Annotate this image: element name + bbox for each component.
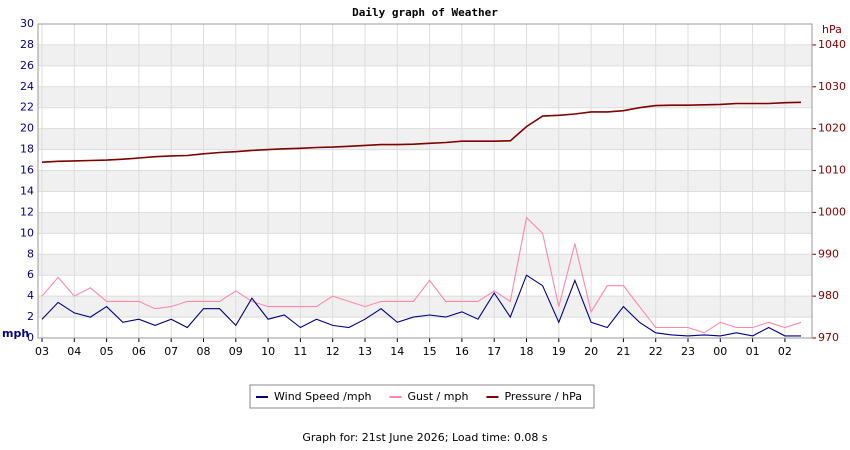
legend-label: Wind Speed /mph: [274, 390, 372, 403]
x-tick-label: 13: [358, 345, 372, 358]
band: [38, 170, 812, 192]
x-tick-label: 11: [293, 345, 307, 358]
legend-label: Pressure / hPa: [504, 390, 582, 403]
band: [38, 128, 812, 150]
y-tick-label: 28: [20, 38, 34, 51]
y-axis-label: mph: [2, 327, 29, 340]
band: [38, 296, 812, 318]
footer: Graph for: 21st June 2026; Load time: 0.…: [302, 431, 547, 444]
x-tick-label: 12: [326, 345, 340, 358]
y2-axis-label: hPa: [822, 23, 842, 36]
x-tick-label: 18: [520, 345, 534, 358]
y2-tick-label: 1030: [818, 80, 846, 93]
x-tick-label: 16: [455, 345, 469, 358]
band: [38, 212, 812, 234]
x-tick-label: 20: [584, 345, 598, 358]
y-tick-label: 4: [27, 289, 34, 302]
x-tick-label: 23: [681, 345, 695, 358]
y2-tick-label: 990: [818, 247, 839, 260]
x-tick-label: 22: [649, 345, 663, 358]
chart-title: Daily graph of Weather: [352, 6, 498, 19]
y2-tick-label: 980: [818, 289, 839, 302]
y2-tick-label: 1020: [818, 122, 846, 135]
y-tick-label: 20: [20, 122, 34, 135]
x-tick-label: 21: [616, 345, 630, 358]
y-tick-label: 30: [20, 17, 34, 30]
x-tick-label: 01: [746, 345, 760, 358]
y-tick-label: 0: [27, 331, 34, 344]
y-tick-label: 2: [27, 310, 34, 323]
x-tick-label: 08: [197, 345, 211, 358]
x-tick-label: 14: [390, 345, 404, 358]
y2-tick-label: 1010: [818, 164, 846, 177]
x-tick-label: 05: [100, 345, 114, 358]
y-tick-label: 22: [20, 101, 34, 114]
x-tick-label: 04: [67, 345, 81, 358]
x-tick-label: 10: [261, 345, 275, 358]
series-line: [41, 101, 802, 163]
x-tick-label: 02: [778, 345, 792, 358]
y-tick-label: 14: [20, 184, 34, 197]
series-line: [41, 274, 801, 337]
x-tick-label: 19: [552, 345, 566, 358]
y-tick-label: 16: [20, 164, 34, 177]
x-tick-label: 07: [164, 345, 178, 358]
y-tick-label: 18: [20, 143, 34, 156]
x-tick-label: 03: [35, 345, 49, 358]
x-tick-label: 06: [132, 345, 146, 358]
legend-label: Gust / mph: [408, 390, 469, 403]
band: [38, 254, 812, 276]
y-tick-label: 24: [20, 80, 34, 93]
y-tick-label: 6: [27, 268, 34, 281]
x-tick-label: 17: [487, 345, 501, 358]
plot-frame: [37, 23, 813, 339]
band: [38, 44, 812, 66]
y2-tick-label: 1040: [818, 38, 846, 51]
series-line: [41, 216, 802, 334]
y2-tick-label: 970: [818, 331, 839, 344]
y-tick-label: 10: [20, 226, 34, 239]
y-tick-label: 8: [27, 247, 34, 260]
x-tick-label: 15: [423, 345, 437, 358]
legend-box: [249, 384, 595, 409]
y-tick-label: 12: [20, 205, 34, 218]
y-tick-label: 26: [20, 59, 34, 72]
x-tick-label: 00: [713, 345, 727, 358]
band: [38, 86, 812, 108]
x-tick-label: 09: [229, 345, 243, 358]
y2-tick-label: 1000: [818, 205, 846, 218]
